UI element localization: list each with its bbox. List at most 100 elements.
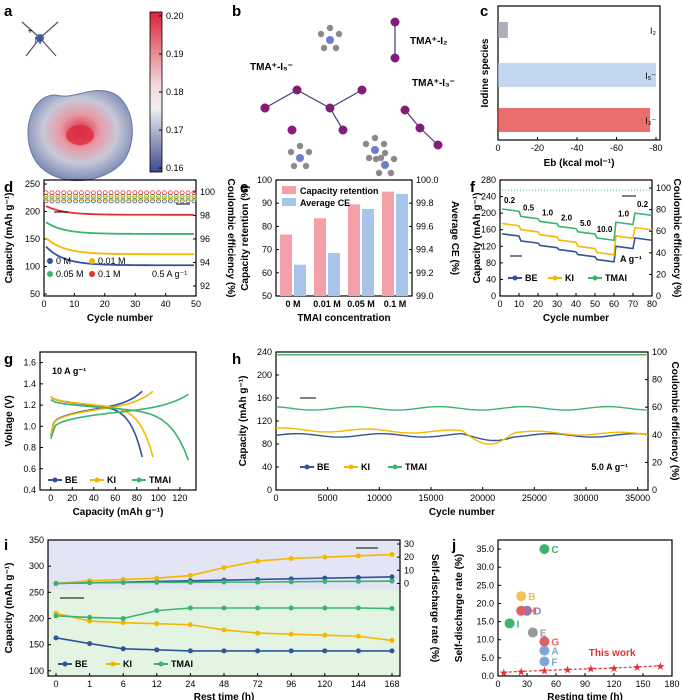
panel-j-y-tick-label: 20.0	[476, 598, 494, 608]
panel-g: g 0 20 40 60 80 100 120 0.4 0.6 0.8 1.0 1.2 1.4 1.6 10 …	[4, 351, 197, 518]
panel-g-ylabel: Voltage (V)	[4, 395, 15, 446]
panel-g-x-tick-label: 0	[48, 493, 53, 503]
ce-point-0.01 M	[132, 196, 138, 201]
capacity-point-TMAI	[120, 615, 126, 621]
panel-g-legend-marker-TMAI	[136, 477, 142, 483]
panel-d-ylabel: Capacity (mAh g⁻¹)	[4, 193, 15, 284]
scatter-point-C	[539, 544, 550, 555]
panel-h-y2-tick-label: 80	[652, 375, 662, 385]
ce-point-0 M	[126, 198, 132, 204]
ce-point-0 M	[67, 198, 73, 204]
panel-f-legend-label-KI: KI	[565, 273, 574, 283]
panel-d-x-tick-label: 20	[100, 299, 110, 309]
sdr-point-TMAI	[120, 580, 126, 586]
panel-e-y2-tick-label: 99.4	[416, 245, 434, 255]
panel-j: j 0 30 60 90 120 150 180 0.0 5.0 10.0 15.0 20.0 25.0 3…	[451, 537, 680, 700]
panel-i-legend-marker-BE	[62, 661, 68, 667]
panel-h-x-tick-label: 35000	[625, 493, 650, 503]
ce-point-0 M	[85, 198, 90, 204]
scatter-label-B: B	[528, 592, 535, 603]
panel-i-legend-marker-TMAI	[158, 661, 164, 667]
capacity-line-BE	[275, 432, 649, 442]
ce-point-0 M	[191, 198, 197, 204]
panel-e-y2label: Average CE (%)	[449, 201, 460, 275]
panel-i-x-tick-label: 72	[253, 679, 263, 689]
retention-bar-3	[382, 191, 394, 296]
ce-point-0.05 M	[173, 193, 179, 199]
ce-point-0.01 M	[150, 196, 155, 201]
tma-atom	[387, 169, 395, 177]
ce-point-0.1 M	[138, 190, 144, 196]
panel-h-y2-tick-label: 100	[652, 347, 667, 357]
panel-g-y-tick-label: 1.4	[23, 379, 36, 389]
panel-h-legend-marker-KI	[348, 464, 354, 470]
ce-point-0.1 M	[79, 190, 84, 196]
panel-h-legend-marker-TMAI	[392, 464, 398, 470]
ce-point-0.1 M	[67, 190, 73, 196]
iodine-bond	[264, 89, 298, 109]
capacity-line-0.01 M	[45, 237, 195, 256]
panel-d-y2-tick-label: 96	[200, 234, 210, 244]
panel-f-x-tick-label: 30	[552, 299, 562, 309]
this-work-star: ★	[655, 661, 665, 673]
panel-d-y-tick-label: 250	[25, 179, 40, 189]
panel-h-legend-label-BE: BE	[317, 462, 330, 472]
capacity-point-TMAI	[288, 605, 294, 611]
panel-d-x-tick-label: 0	[41, 299, 46, 309]
sdr-point-TMAI	[87, 580, 93, 586]
panel-e-y-tick-label: 70	[262, 245, 272, 255]
panel-j-y-tick-label: 5.0	[481, 653, 494, 663]
iodine-bond	[419, 127, 439, 146]
ce-point-0.05 M	[90, 193, 96, 199]
capacity-line-TMAI	[275, 405, 649, 411]
scatter-point-F	[539, 656, 550, 667]
ce-point-0 M	[185, 198, 191, 204]
retention-bar-2	[348, 204, 360, 296]
sdr-point-KI	[322, 554, 328, 560]
capacity-line-0.1 M	[45, 205, 195, 216]
category-label-2: 0.05 M	[347, 299, 375, 309]
scatter-point-H	[516, 605, 527, 616]
legend-label-0: Capacity retention	[300, 186, 379, 196]
panel-j-x-tick-label: 180	[664, 679, 679, 689]
panel-h-y2-tick-label: 40	[652, 430, 662, 440]
discharge-curve-TMAI	[50, 399, 190, 461]
panel-d-y2label: Coulombic efficiency (%)	[225, 179, 236, 298]
panel-g-xlabel: Capacity (mAh g⁻¹)	[73, 507, 164, 518]
category-label-0: I₂	[650, 26, 657, 36]
ce-point-0.01 M	[102, 196, 108, 201]
panel-e-y-tick-label: 90	[262, 198, 272, 208]
colorbar-tick-label: 0.17	[166, 125, 184, 135]
panel-e-y2-tick-label: 99.0	[416, 291, 434, 301]
ce-point-0 M	[96, 198, 102, 204]
sdr-point-BE	[389, 574, 395, 580]
panel-i-y2label: Self-discharge rate (%)	[429, 554, 440, 662]
panel-d-y2-tick-label: 98	[200, 211, 210, 221]
ce-point-0.01 M	[85, 196, 90, 201]
panel-i-y2-tick-label: 30	[404, 539, 414, 549]
legend-marker-0.01 M	[89, 258, 95, 264]
ce-point-0.1 M	[179, 190, 185, 196]
iodine-atom	[287, 125, 297, 135]
ce-point-0 M	[61, 198, 67, 204]
panel-label-f: f	[470, 179, 476, 196]
capacity-point-TMAI	[322, 605, 328, 611]
panel-i-y-tick-label: 250	[29, 587, 44, 597]
tma-atom	[375, 169, 383, 177]
panel-h-x-tick-label: 5000	[318, 493, 338, 503]
ce-point-0.05 M	[108, 193, 114, 199]
panel-d-y2-tick-label: 92	[200, 281, 210, 291]
ce-point-0.1 M	[90, 190, 96, 196]
capacity-point-KI	[154, 621, 160, 627]
panel-f-x-tick-label: 40	[571, 299, 581, 309]
scatter-point-E	[527, 627, 538, 638]
panel-d-y2-tick-label: 94	[200, 258, 210, 268]
ce-point-0.01 M	[179, 196, 185, 201]
panel-j-y-tick-label: 15.0	[476, 617, 494, 627]
capacity-point-BE	[53, 635, 59, 641]
sdr-point-TMAI	[255, 579, 261, 585]
this-work-star: ★	[632, 662, 642, 674]
panel-h-y-tick-label: 240	[257, 347, 272, 357]
tma-atom	[326, 36, 334, 44]
capacity-point-BE	[255, 648, 261, 654]
